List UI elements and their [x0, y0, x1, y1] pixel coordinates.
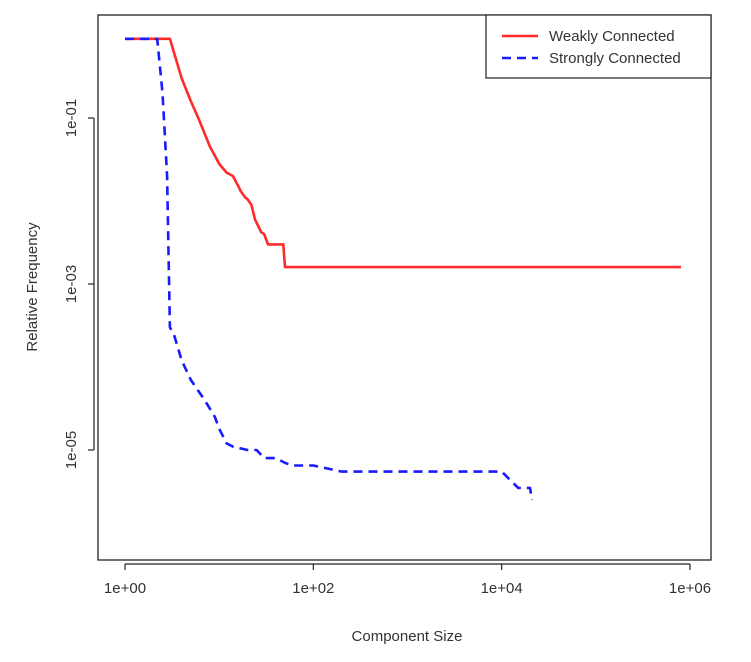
- y-axis: 1e-05 1e-03 1e-01: [63, 99, 95, 469]
- x-axis-label: Component Size: [352, 628, 463, 645]
- legend: Weakly Connected Strongly Connected: [485, 14, 712, 79]
- x-tick-label: 1e+04: [481, 580, 523, 597]
- series-line-strongly-connected: [125, 37, 534, 501]
- x-tick-label: 1e+00: [104, 580, 146, 597]
- y-tick-label: 1e-03: [63, 265, 80, 303]
- series-line-weakly-connected: [125, 37, 681, 269]
- legend-label: Weakly Connected: [549, 28, 675, 45]
- y-tick-label: 1e-05: [63, 431, 80, 469]
- x-tick-label: 1e+06: [669, 580, 711, 597]
- legend-box: [485, 14, 712, 79]
- series-layer: [125, 37, 681, 501]
- x-tick-label: 1e+02: [292, 580, 334, 597]
- plot-frame: [97, 14, 712, 561]
- y-tick-label: 1e-01: [63, 99, 80, 137]
- legend-label: Strongly Connected: [549, 50, 681, 67]
- y-axis-label: Relative Frequency: [24, 222, 41, 352]
- x-axis: 1e+00 1e+02 1e+04 1e+06: [104, 563, 711, 597]
